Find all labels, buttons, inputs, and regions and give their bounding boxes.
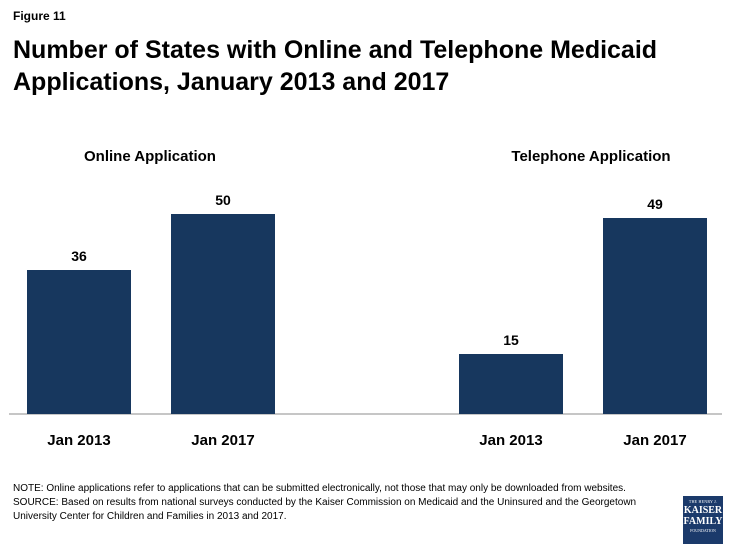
kff-logo: THE HENRY J. KAISER FAMILY FOUNDATION bbox=[683, 496, 723, 544]
figure-label: Figure 11 bbox=[13, 9, 66, 23]
chart-title: Number of States with Online and Telepho… bbox=[13, 36, 658, 96]
data-label-1-0: 15 bbox=[503, 332, 519, 348]
bar-1-1 bbox=[603, 218, 707, 414]
category-label-1-0: Jan 2013 bbox=[479, 432, 542, 449]
logo-line-3: FAMILY bbox=[683, 516, 723, 527]
panel-title-0: Online Application bbox=[84, 148, 216, 165]
logo-line-4: FOUNDATION bbox=[690, 528, 716, 533]
bar-0-1 bbox=[171, 214, 275, 414]
logo-line-1: THE HENRY J. bbox=[688, 499, 718, 504]
panel-title-1: Telephone Application bbox=[511, 148, 670, 165]
bar-1-0 bbox=[459, 354, 563, 414]
note-text: NOTE: Online applications refer to appli… bbox=[13, 483, 626, 494]
data-label-1-1: 49 bbox=[647, 196, 663, 212]
category-label-1-1: Jan 2017 bbox=[623, 432, 686, 449]
data-label-0-0: 36 bbox=[71, 248, 87, 264]
bar-chart: Online Application 36 Jan 2013 50 Jan 2017 Te… bbox=[9, 148, 722, 449]
category-label-0-1: Jan 2017 bbox=[191, 432, 254, 449]
category-label-0-0: Jan 2013 bbox=[47, 432, 110, 449]
footnotes: NOTE: Online applications refer to appli… bbox=[13, 482, 665, 524]
data-label-0-1: 50 bbox=[215, 192, 231, 208]
bar-0-0 bbox=[27, 270, 131, 414]
source-text: SOURCE: Based on results from national s… bbox=[13, 497, 637, 522]
logo-line-2: KAISER bbox=[683, 505, 723, 516]
